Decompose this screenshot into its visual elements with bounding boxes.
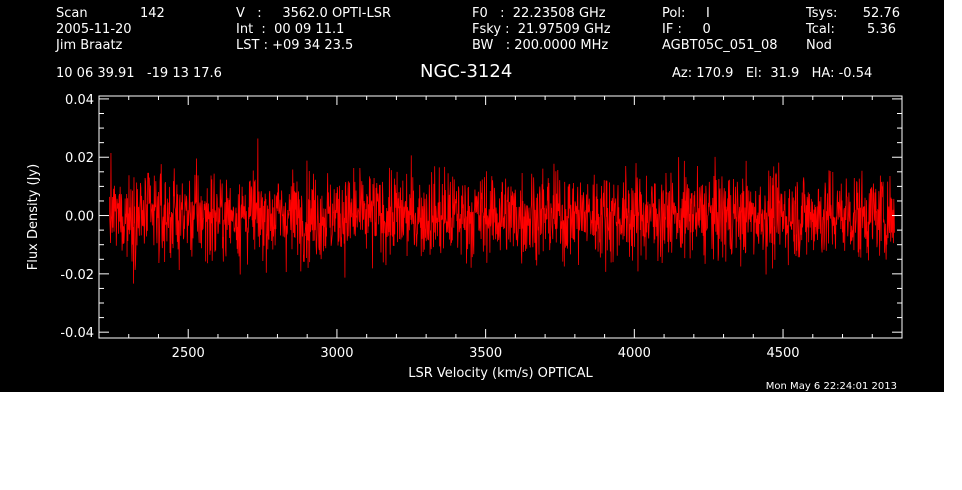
x-tick-label: 2500: [172, 346, 205, 361]
scan-value: 142: [140, 6, 165, 21]
tsys-value: 52.76: [862, 6, 900, 21]
observer-name: Jim Braatz: [56, 38, 123, 53]
integration-line: Int : 00 09 11.1: [236, 22, 345, 37]
tsys-label: Tsys:: [806, 6, 838, 21]
obs-date: 2005-11-20: [56, 22, 132, 37]
scan-label: Scan: [56, 6, 88, 21]
y-tick-label: -0.02: [60, 268, 94, 283]
timestamp: Mon May 6 22:24:01 2013: [766, 381, 897, 392]
y-tick-label: 0.00: [65, 210, 94, 225]
x-tick-label: 4000: [618, 346, 651, 361]
polarization-line: Pol: I: [662, 6, 710, 21]
if-line: IF : 0: [662, 22, 711, 37]
y-tick-label: -0.04: [60, 326, 94, 341]
lst-line: LST : +09 34 23.5: [236, 38, 354, 53]
y-axis-label: Flux Density (Jy): [26, 164, 41, 270]
tcal-label: Tcal:: [806, 22, 835, 37]
tcal-value: 5.36: [867, 22, 896, 37]
spectrum-trace: [109, 138, 895, 284]
az-el-ha: Az: 170.9 El: 31.9 HA: -0.54: [672, 66, 873, 81]
plot-frame: [98, 95, 903, 339]
x-tick-label: 3000: [320, 346, 353, 361]
x-tick-label: 4500: [766, 346, 799, 361]
x-tick-label: 3500: [469, 346, 502, 361]
spectrum-chart: 2500 3000 3500 4000 4500 -0.04 -0.02 0.00 0.02 0.…: [26, 93, 903, 392]
bandwidth-line: BW : 200.0000 MHz: [472, 38, 609, 53]
y-tick-label: 0.04: [65, 93, 94, 108]
sky-frequency-line: Fsky : 21.97509 GHz: [472, 22, 611, 37]
obs-mode: Nod: [806, 38, 832, 53]
rest-frequency-line: F0 : 22.23508 GHz: [472, 6, 606, 21]
plot-panel: [0, 0, 944, 392]
project-id: AGBT05C_051_08: [662, 38, 778, 53]
source-name: NGC-3124: [420, 61, 513, 82]
y-tick-label: 0.02: [65, 151, 94, 166]
source-coordinates: 10 06 39.91 -19 13 17.6: [56, 66, 222, 81]
x-axis-label: LSR Velocity (km/s) OPTICAL: [408, 366, 593, 381]
velocity-line: V : 3562.0 OPTI-LSR: [236, 6, 392, 21]
